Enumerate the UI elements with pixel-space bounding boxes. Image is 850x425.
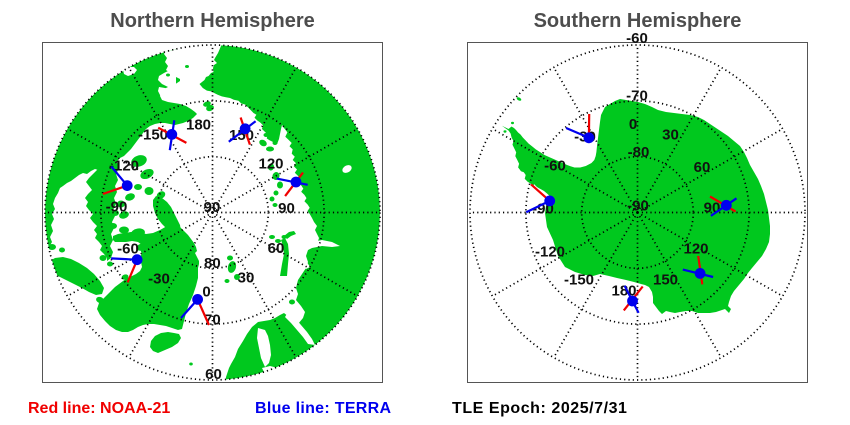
svg-text:180: 180 <box>186 117 211 134</box>
svg-text:60: 60 <box>268 240 285 257</box>
svg-text:-60: -60 <box>544 158 566 175</box>
svg-text:90: 90 <box>204 199 221 216</box>
svg-text:Blue line: TERRA: Blue line: TERRA <box>255 400 392 417</box>
svg-text:-70: -70 <box>626 88 648 105</box>
svg-text:-80: -80 <box>628 144 650 161</box>
svg-text:-120: -120 <box>535 244 565 261</box>
svg-text:-60: -60 <box>626 30 648 47</box>
svg-text:Southern Hemisphere: Southern Hemisphere <box>534 10 742 32</box>
svg-text:90: 90 <box>278 200 295 217</box>
svg-text:-60: -60 <box>117 241 139 258</box>
svg-text:0: 0 <box>202 284 210 301</box>
svg-text:60: 60 <box>694 159 711 176</box>
svg-text:-150: -150 <box>138 127 168 144</box>
svg-text:Northern Hemisphere: Northern Hemisphere <box>110 10 315 32</box>
svg-text:-150: -150 <box>564 272 594 289</box>
svg-text:TLE Epoch: 2025/7/31: TLE Epoch: 2025/7/31 <box>452 400 628 417</box>
svg-text:-120: -120 <box>109 158 139 175</box>
svg-text:0: 0 <box>629 116 637 133</box>
svg-text:-90: -90 <box>627 198 649 215</box>
svg-text:120: 120 <box>683 241 708 258</box>
svg-text:-30: -30 <box>148 271 170 288</box>
svg-text:150: 150 <box>653 272 678 289</box>
svg-text:30: 30 <box>238 270 255 287</box>
svg-text:60: 60 <box>205 366 222 383</box>
svg-text:Red line: NOAA-21: Red line: NOAA-21 <box>28 400 170 417</box>
svg-text:30: 30 <box>662 127 679 144</box>
svg-text:-90: -90 <box>106 199 128 216</box>
svg-text:80: 80 <box>204 255 221 272</box>
svg-text:120: 120 <box>258 156 283 173</box>
